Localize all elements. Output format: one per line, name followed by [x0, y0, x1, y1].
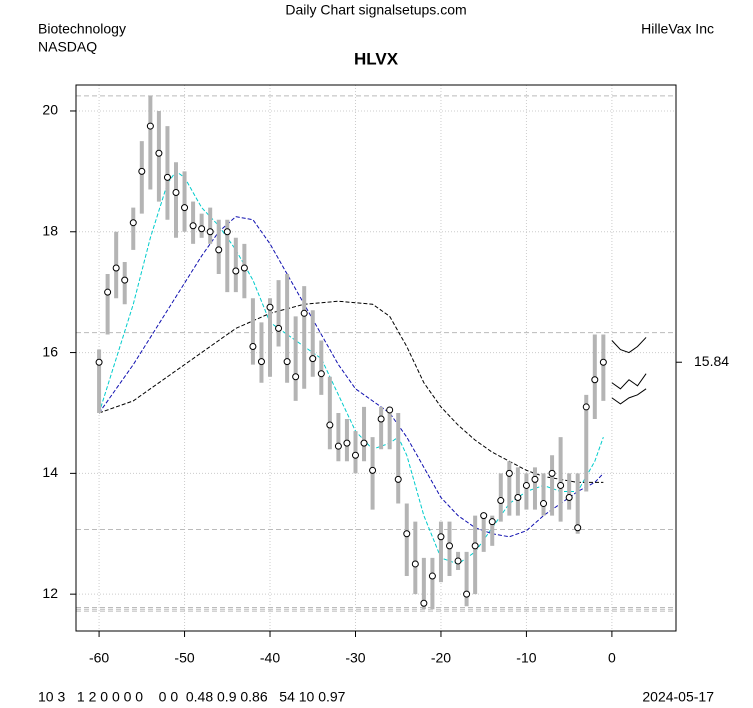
close-point [351, 451, 359, 459]
x-tick-label: -40 [260, 650, 280, 666]
close-point [155, 149, 163, 157]
close-point [104, 288, 112, 296]
exchange: NASDAQ [38, 39, 97, 55]
close-point [343, 439, 351, 447]
y-tick-label: 16 [42, 343, 58, 359]
x-tick-label: -20 [431, 650, 451, 666]
close-point [540, 500, 548, 508]
x-tick-label: -10 [516, 650, 536, 666]
x-tick-label: -50 [174, 650, 194, 666]
close-point [599, 358, 607, 366]
sector: Biotechnology [38, 21, 126, 37]
close-point [292, 373, 300, 381]
close-point [275, 324, 283, 332]
footer-right: 2024-05-17 [642, 689, 714, 705]
site: Daily Chart signalsetups.com [285, 2, 466, 18]
close-point [386, 406, 394, 414]
x-tick-label: -60 [89, 650, 109, 666]
close-point [360, 439, 368, 447]
x-tick-label: -30 [345, 650, 365, 666]
close-point [112, 264, 120, 272]
close-point [574, 524, 582, 532]
close-point [531, 475, 539, 483]
close-point [471, 542, 479, 550]
close-point [463, 590, 471, 598]
x-tick-label: 0 [608, 650, 616, 666]
close-point [172, 189, 180, 197]
close-point [514, 494, 522, 502]
close-point [488, 518, 496, 526]
close-point [266, 303, 274, 311]
close-point [198, 225, 206, 233]
close-point [215, 246, 223, 254]
close-point [138, 167, 146, 175]
y-tick-label: 14 [42, 464, 58, 480]
close-point [283, 358, 291, 366]
close-point [257, 358, 265, 366]
close-point [403, 530, 411, 538]
close-point [522, 481, 530, 489]
close-point [505, 469, 513, 477]
close-point [411, 560, 419, 568]
close-point [181, 204, 189, 212]
close-point [146, 122, 154, 130]
line-series [611, 388, 647, 405]
close-point [223, 228, 231, 236]
close-point [326, 421, 334, 429]
close-point [369, 466, 377, 474]
chart-title: HLVX [354, 49, 399, 68]
close-point [548, 469, 556, 477]
line-series [611, 373, 647, 390]
line-series [611, 337, 647, 354]
close-point [446, 542, 454, 550]
line-series [98, 300, 604, 483]
close-point [497, 497, 505, 505]
close-point [249, 343, 257, 351]
close-point [377, 415, 385, 423]
close-point [309, 355, 317, 363]
close-point [334, 442, 342, 450]
close-point [163, 173, 171, 181]
close-point [437, 533, 445, 541]
last-label: 15.84 [694, 353, 729, 369]
close-point [300, 309, 308, 317]
close-point [394, 475, 402, 483]
close-point [232, 267, 240, 275]
close-point [240, 264, 248, 272]
close-point [428, 572, 436, 580]
close-point [121, 276, 129, 284]
close-point [591, 376, 599, 384]
close-point [95, 358, 103, 366]
close-point [206, 228, 214, 236]
close-point [454, 557, 462, 565]
close-point [317, 370, 325, 378]
footer-left: 10 3 1 2 0 0 0 0 0 0 0.48 0.9 0.86 54 10… [38, 689, 346, 705]
close-point [565, 494, 573, 502]
y-tick-label: 12 [42, 585, 58, 601]
plot-frame [75, 84, 677, 632]
close-point [557, 481, 565, 489]
y-tick-label: 20 [42, 102, 58, 118]
close-point [420, 599, 428, 607]
close-point [582, 403, 590, 411]
close-point [189, 222, 197, 230]
close-point [480, 512, 488, 520]
close-point [129, 219, 137, 227]
company: HilleVax Inc [641, 21, 714, 37]
y-tick-label: 18 [42, 222, 58, 238]
